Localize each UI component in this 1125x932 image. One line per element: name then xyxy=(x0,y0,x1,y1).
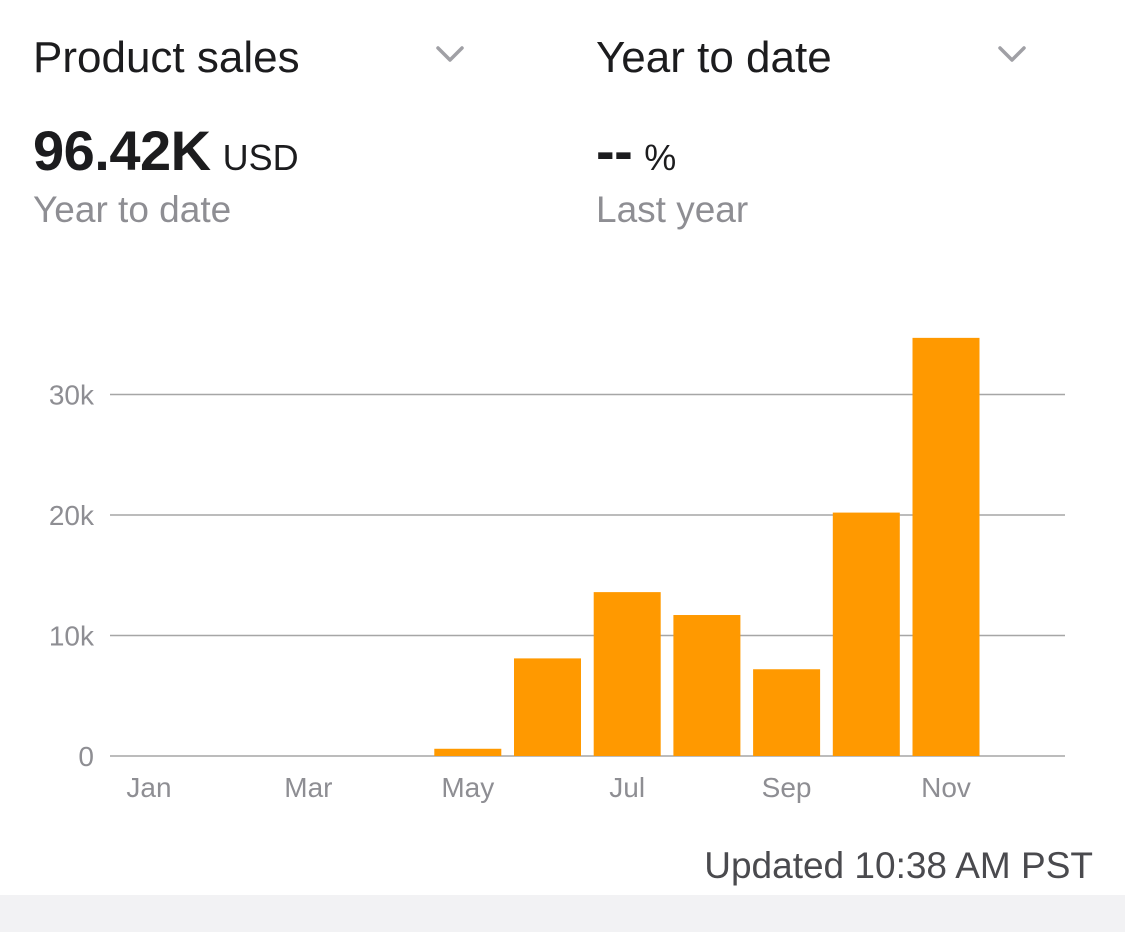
change-unit: % xyxy=(644,137,677,178)
bar-jun[interactable] xyxy=(514,658,581,756)
metric-selector[interactable]: Product sales xyxy=(33,28,473,88)
total-sales-unit: USD xyxy=(222,137,299,178)
bar-may[interactable] xyxy=(434,748,502,756)
x-tick-label: Nov xyxy=(921,772,971,803)
y-tick-label: 10k xyxy=(49,621,95,652)
change-caption: Last year xyxy=(596,189,749,230)
total-sales-caption: Year to date xyxy=(33,189,232,230)
bar-nov[interactable] xyxy=(912,337,980,756)
bar-oct[interactable] xyxy=(832,512,900,756)
chevron-down-icon xyxy=(436,46,464,62)
y-tick-label: 30k xyxy=(49,380,95,411)
change-value: -- xyxy=(596,119,633,182)
range-selector[interactable]: Year to date xyxy=(596,28,1036,88)
metric-selector-label: Product sales xyxy=(33,33,300,82)
y-tick-label: 20k xyxy=(49,500,95,531)
updated-timestamp: Updated 10:38 AM PST xyxy=(704,845,1093,886)
bar-jul[interactable] xyxy=(593,592,661,756)
y-tick-label: 0 xyxy=(78,741,94,772)
chart-x-axis: Jan Mar May Jul Sep Nov xyxy=(126,772,970,803)
x-tick-label: Sep xyxy=(762,772,812,803)
bar-aug[interactable] xyxy=(673,615,741,756)
x-tick-label: Mar xyxy=(284,772,332,803)
bar-sep[interactable] xyxy=(753,669,821,756)
x-tick-label: Jan xyxy=(126,772,171,803)
total-sales-stat: 96.42K USD Year to date xyxy=(33,118,299,238)
chart-gridlines xyxy=(110,393,1065,757)
range-selector-label: Year to date xyxy=(596,33,832,82)
total-sales-value: 96.42K xyxy=(33,119,211,182)
chart-y-axis: 0 10k 20k 30k xyxy=(49,380,95,773)
x-tick-label: Jul xyxy=(609,772,645,803)
chevron-down-icon xyxy=(998,46,1026,62)
change-stat: -- % Last year xyxy=(596,118,748,238)
sales-bar-chart: 0 10k 20k 30k Jan Mar May Jul Sep Nov xyxy=(49,337,1065,803)
chart-bars xyxy=(434,337,980,756)
footer-divider-strip xyxy=(0,895,1125,932)
x-tick-label: May xyxy=(441,772,494,803)
